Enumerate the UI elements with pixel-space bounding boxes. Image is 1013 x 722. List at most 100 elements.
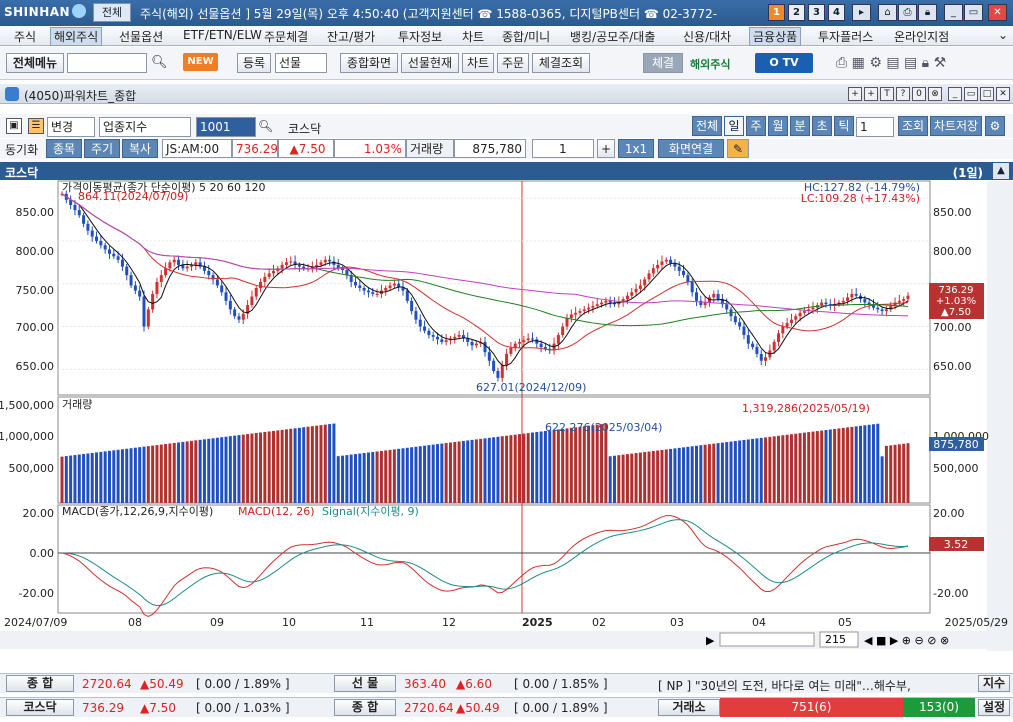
volume-bar [362,453,366,503]
menu-item[interactable]: 해외주식 [50,27,103,46]
playback-icons[interactable]: ◀ ■ ▶ ⊕ ⊖ ⊘ ⊗ [864,634,949,647]
restore-icon[interactable]: ▭ [964,4,983,21]
page-3-button[interactable]: 3 [808,4,825,21]
menu-item[interactable]: 주식 [14,30,37,44]
period-tick-button[interactable]: 틱 [834,116,854,136]
order-button[interactable]: 주문 [497,53,529,73]
news-ticker[interactable]: [ NP ] "30년의 도전, 바다로 여는 미래"…해수부, [658,679,911,693]
layout-button[interactable]: 1x1 [618,139,654,158]
menu-item[interactable]: 온라인지점 [894,30,950,44]
scroll-up-icon[interactable]: ▲ [993,163,1009,179]
sector-select[interactable]: 업종지수 [99,117,191,137]
settings-gear-icon[interactable]: ⚙ [985,116,1005,136]
futures-current-button[interactable]: 선물현재 [401,53,459,73]
candle [492,360,496,372]
chart-type-icon[interactable]: ☰ [28,118,44,134]
period-sec-button[interactable]: 초 [812,116,832,136]
ma-5-line [61,193,909,367]
volume-bar [690,446,694,503]
count-box[interactable] [819,631,859,648]
add-icon[interactable]: + [848,87,862,101]
settings-button[interactable]: 설정 [978,699,1010,716]
candle [341,268,345,271]
minimize-icon[interactable]: _ [944,4,963,21]
win-close-icon[interactable]: ✕ [996,87,1010,101]
execution-button[interactable]: 체결 [643,53,683,73]
toolbar-icons[interactable]: ⎙ ▦ ⚙ ▤ ▤ 🔒︎ ⚒ [836,55,947,71]
candle [241,313,245,320]
print-icon[interactable]: ⎙ [898,4,917,21]
period-month-button[interactable]: 월 [768,116,788,136]
candle [375,293,379,295]
copy-button[interactable]: 복사 [122,139,158,158]
menu-item[interactable]: 금융상품 [749,27,802,46]
info-icon[interactable]: ? [896,87,910,101]
volume-bar [103,451,107,503]
overseas-stock-link[interactable]: 해외주식 [690,58,731,71]
candle [250,296,254,306]
panel-count-select[interactable]: 1 [532,139,594,158]
chart-button[interactable]: 차트 [462,53,494,73]
execution-query-button[interactable]: 체결조회 [532,53,590,73]
menu-item[interactable]: 잔고/평가 [327,30,376,44]
menu-item[interactable]: 뱅킹/공모주/대출 [570,30,656,44]
volume-bar [500,436,504,503]
menu-item[interactable]: 주문체결 [264,30,309,44]
code-input[interactable]: 1001 [196,117,256,137]
win-max-icon[interactable]: □ [980,87,994,101]
change-select[interactable]: 변경 [47,117,95,137]
menu-search-input[interactable] [67,53,147,73]
futures-select[interactable]: 선물 [275,53,327,73]
query-button[interactable]: 조회 [898,116,928,136]
menu-item[interactable]: 차트 [462,30,485,44]
page-4-button[interactable]: 4 [828,4,845,21]
menu-item[interactable]: 선물옵션 [119,30,164,44]
home-icon[interactable]: ⌂ [878,4,897,21]
pin-icon[interactable]: 0 [912,87,926,101]
candle [509,347,513,354]
index-button[interactable]: 지수 [978,675,1010,692]
plus-button[interactable]: + [597,139,615,158]
menu-item[interactable]: ETF/ETN/ELW [183,28,262,42]
pencil-icon[interactable]: ✎ [727,139,749,158]
search-icon[interactable]: 🔍︎ [151,55,168,70]
overview-button[interactable]: 종합화면 [340,53,398,73]
volume-bar [99,451,103,503]
win-min-icon[interactable]: _ [948,87,962,101]
period-all-button[interactable]: 전체 [692,116,722,136]
page-2-button[interactable]: 2 [788,4,805,21]
item-button[interactable]: 종목 [46,139,82,158]
menu-more-icon[interactable]: ⌄ [998,28,1009,42]
panel-toggle-icon[interactable]: ▣ [6,118,22,134]
chart-save-button[interactable]: 차트저장 [930,116,982,136]
menu-item[interactable]: 종합/미니 [502,30,551,44]
menu-item[interactable]: 투자플러스 [818,30,874,44]
candle [755,347,759,354]
page-1-button[interactable]: 1 [768,4,785,21]
tv-button[interactable]: O TV [755,53,813,73]
link-icon[interactable]: + [864,87,878,101]
volume-bar [746,439,750,503]
period-day-button[interactable]: 일 [724,116,744,136]
register-button[interactable]: 등록 [237,53,271,73]
count-select[interactable]: 1 [856,117,894,137]
zoom-slider[interactable] [719,632,815,647]
scroll-left-icon[interactable]: ▶ [706,634,715,647]
win-restore-icon[interactable]: ▭ [964,87,978,101]
photo-icon[interactable]: ⊗ [928,87,942,101]
close-icon[interactable]: ✕ [988,4,1007,21]
t-icon[interactable]: T [880,87,894,101]
code-search-icon[interactable]: 🔍︎ [258,119,274,133]
period-week-button[interactable]: 주 [746,116,766,136]
period-min-button[interactable]: 분 [790,116,810,136]
all-button[interactable]: 전체 [93,3,131,22]
all-menu-button[interactable]: 전체메뉴 [6,53,64,73]
menu-item[interactable]: 투자정보 [398,30,443,44]
caret-icon[interactable]: ▸ [852,4,871,21]
cycle-button[interactable]: 주기 [84,139,120,158]
lock-icon[interactable]: 🔒︎ [918,4,937,21]
screen-link-button[interactable]: 화면연결 [658,139,724,158]
new-badge[interactable]: NEW [183,53,218,71]
menu-item[interactable]: 신용/대차 [683,30,732,44]
